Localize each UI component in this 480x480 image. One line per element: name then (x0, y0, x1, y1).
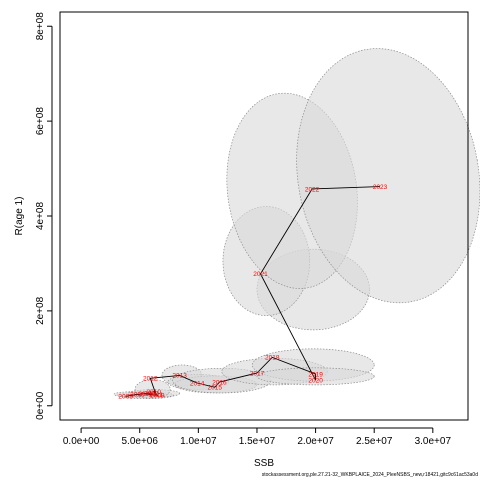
year-label-2013: 2013 (172, 373, 187, 380)
uncertainty-ellipses (113, 48, 480, 400)
year-label-2021: 2021 (253, 271, 268, 278)
year-label-2022: 2022 (305, 186, 320, 193)
y-axis-title: R(age 1) (14, 197, 25, 236)
x-tick-label: 5.0e+06 (122, 436, 159, 447)
year-label-2014: 2014 (190, 380, 205, 387)
year-label-2009: 2009 (150, 393, 165, 400)
x-tick-label: 1.0e+07 (180, 436, 217, 447)
y-tick-label: 2e+08 (35, 296, 46, 325)
year-label-2020: 2020 (308, 377, 323, 384)
year-label-2016: 2016 (212, 379, 227, 386)
plot-frame (59, 11, 469, 421)
year-label-2019: 2019 (308, 371, 323, 378)
year-label-2017: 2017 (250, 370, 265, 377)
year-label-2008: 2008 (138, 391, 153, 398)
sr-trajectory (125, 186, 381, 397)
year-label-2005: 2005 (118, 394, 133, 401)
x-tick-label: 2.5e+07 (356, 436, 393, 447)
y-tick-label: 0e+00 (35, 391, 46, 420)
year-label-2011: 2011 (149, 392, 163, 399)
ellipse-14 (296, 48, 480, 304)
x-axis-title: SSB (254, 458, 274, 469)
x-tick-label: 0.0e+00 (63, 436, 100, 447)
y-tick-label: 8e+08 (35, 12, 46, 41)
y-tick-label: 4e+08 (35, 202, 46, 231)
year-label-2010: 2010 (147, 389, 162, 396)
year-label-2015: 2015 (208, 385, 223, 392)
footer-source: stockassessment.org,ple.27.21-32_WKBPLAI… (262, 472, 478, 478)
y-tick-label: 6e+08 (35, 107, 46, 136)
x-tick-label: 2.0e+07 (297, 436, 334, 447)
year-label-2006: 2006 (130, 392, 145, 399)
x-tick-label: 3.0e+07 (415, 436, 452, 447)
year-label-2012: 2012 (143, 376, 158, 383)
year-label-2007: 2007 (144, 390, 159, 397)
y-axis: 0e+00 2e+08 4e+08 6e+08 8e+08 (35, 12, 53, 420)
x-axis: 0.0e+00 5.0e+06 1.0e+07 1.5e+07 2.0e+07 2.5e+… (63, 427, 452, 447)
trajectory-line (125, 186, 381, 397)
x-tick-label: 1.5e+07 (239, 436, 276, 447)
year-label-2023: 2023 (373, 184, 388, 191)
year-label-2018: 2018 (265, 355, 280, 362)
